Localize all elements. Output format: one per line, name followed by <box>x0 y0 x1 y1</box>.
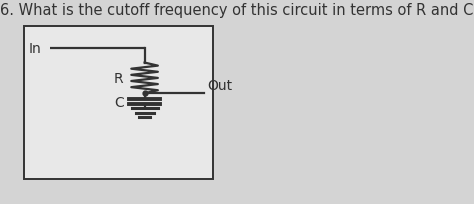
Text: Out: Out <box>208 79 233 93</box>
Bar <box>24 27 213 180</box>
Text: C: C <box>114 95 124 109</box>
Text: In: In <box>28 42 41 56</box>
Text: 6. What is the cutoff frequency of this circuit in terms of R and C?: 6. What is the cutoff frequency of this … <box>0 3 474 18</box>
Text: R: R <box>114 72 123 85</box>
